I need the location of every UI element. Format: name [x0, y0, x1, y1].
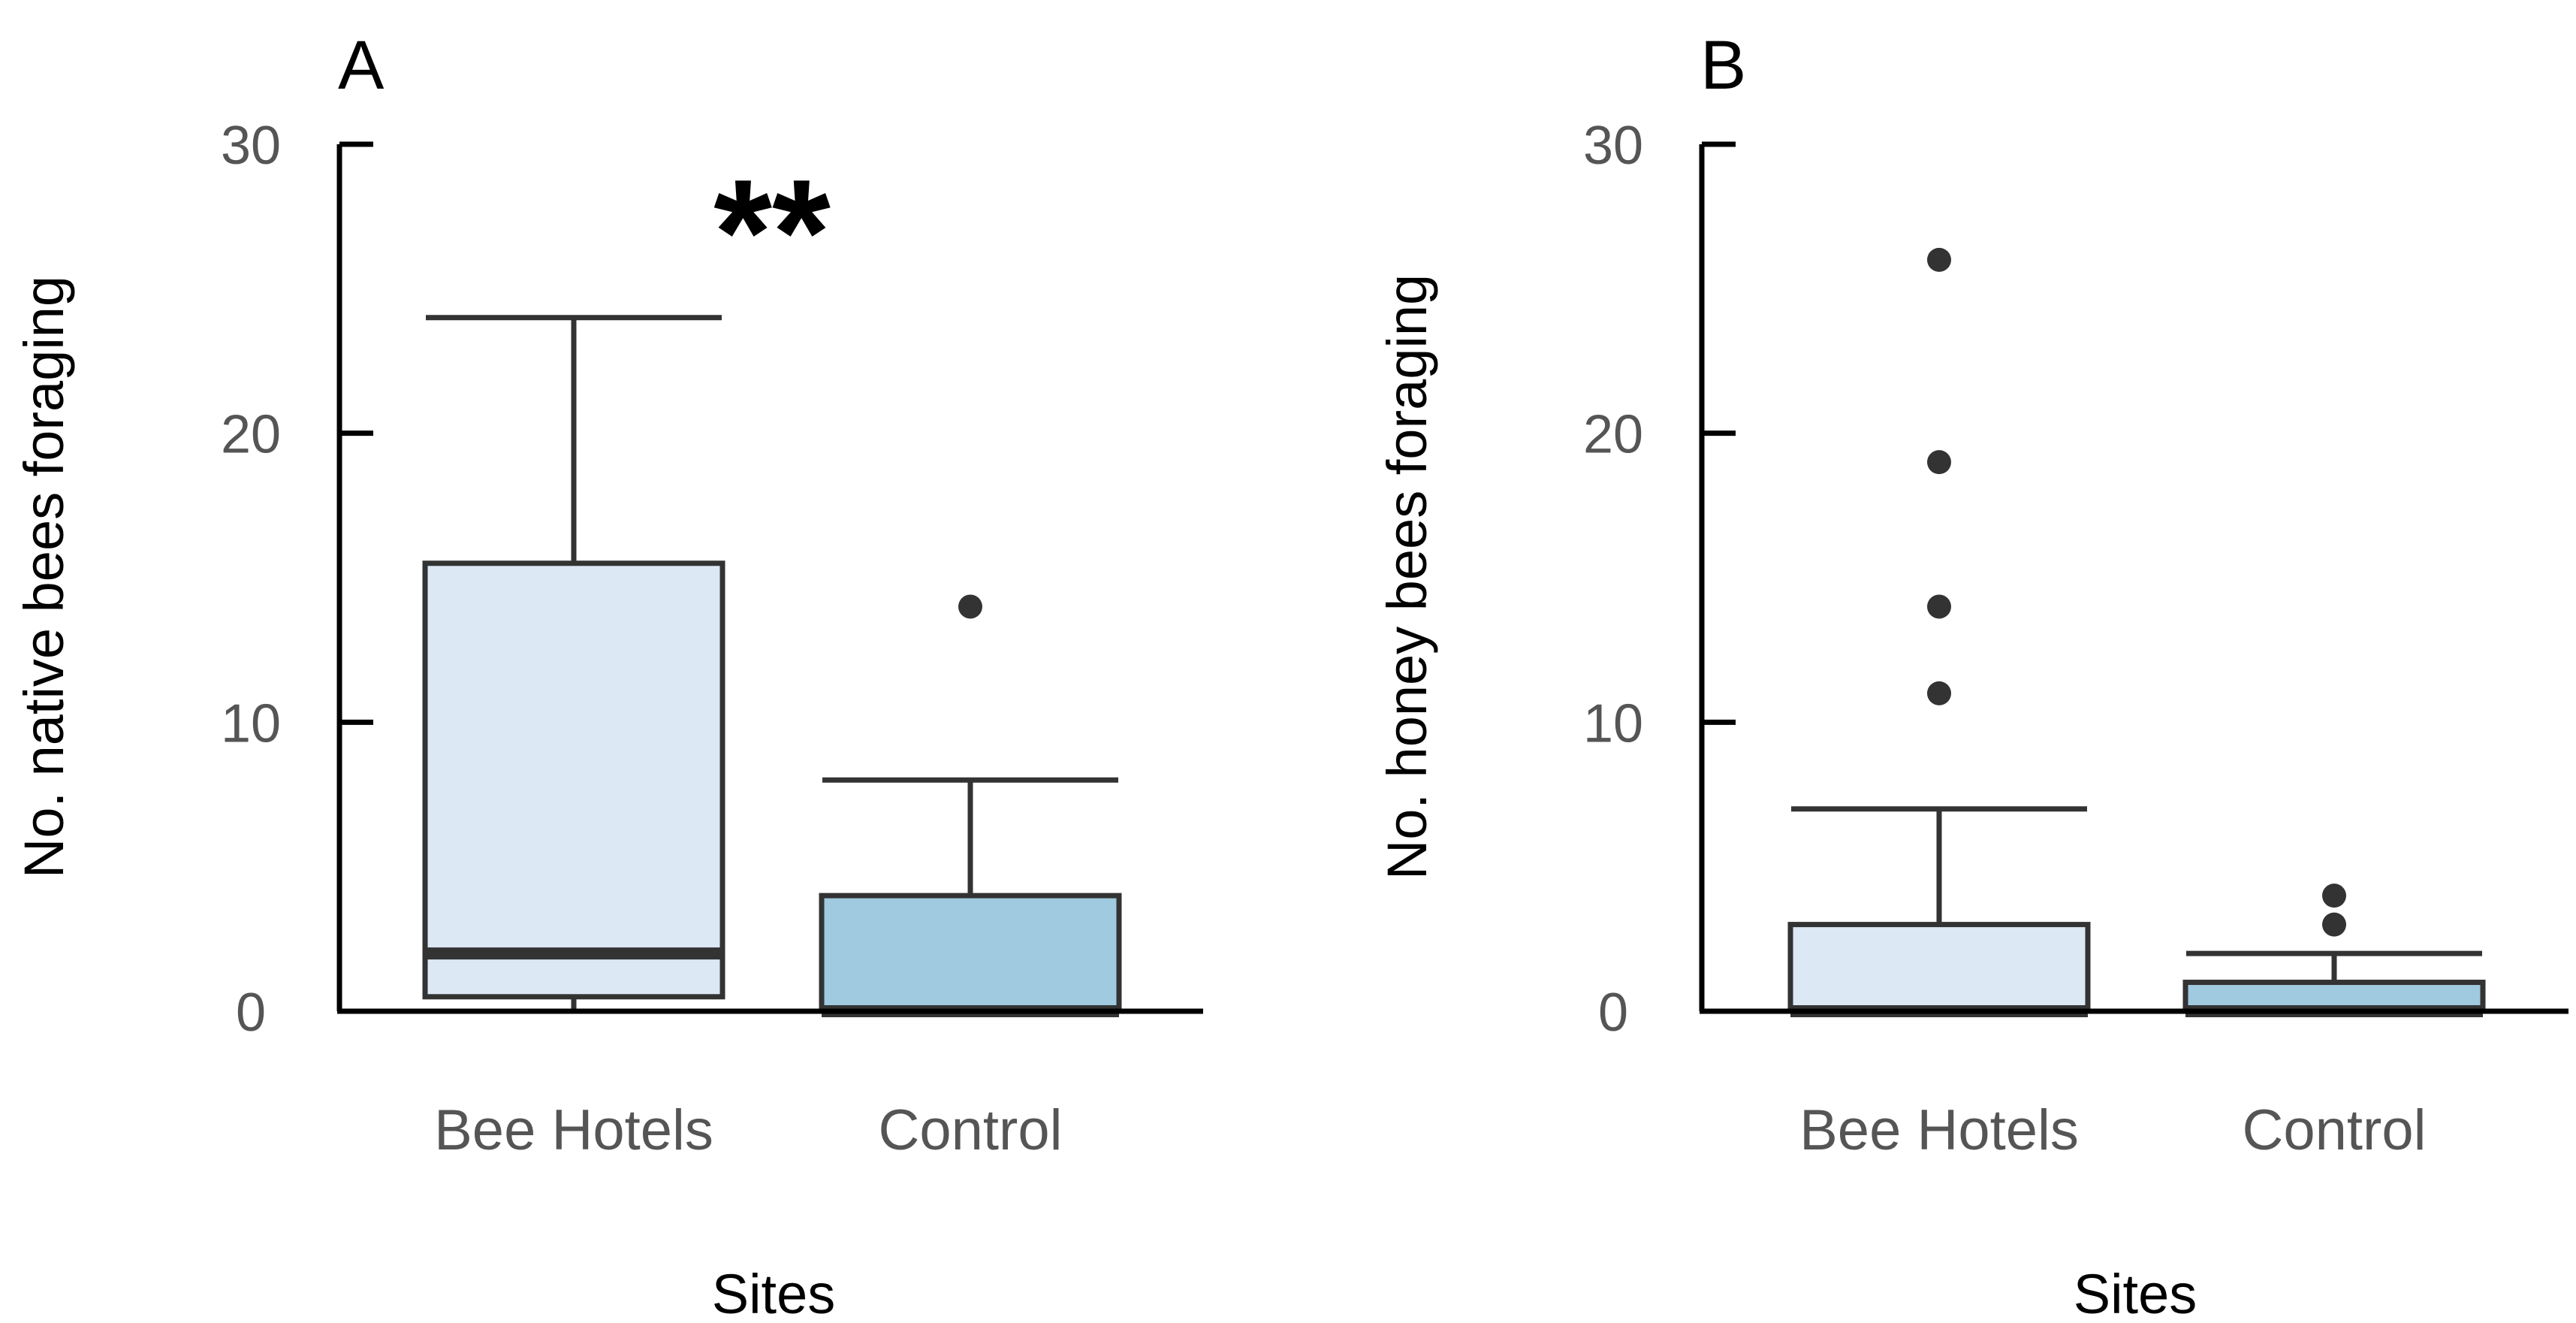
significance-annotation: **	[713, 149, 831, 316]
y-tick-label: 10	[221, 693, 281, 754]
box-iqr	[1787, 922, 2091, 1014]
box-control	[819, 594, 1122, 1017]
category-label: Bee Hotels	[434, 1098, 713, 1162]
outlier-point	[1927, 247, 1951, 272]
panel-a: Bee Hotels Control 0 10 20 30 No. native bees …	[13, 27, 1203, 1323]
outlier-point	[2322, 884, 2346, 908]
x-axis-title: Sites	[712, 1263, 836, 1323]
outlier-point	[1927, 681, 1951, 705]
outlier-point	[958, 594, 982, 619]
category-label: Control	[2243, 1098, 2427, 1162]
box-control	[2182, 884, 2486, 1017]
y-axis-title: No. native bees foraging	[13, 276, 75, 878]
category-label: Control	[879, 1098, 1063, 1162]
box-iqr	[819, 893, 1122, 1014]
outlier-point	[1927, 594, 1951, 619]
panel-letter: A	[338, 27, 385, 104]
outlier-point	[2322, 912, 2346, 937]
category-label: Bee Hotels	[1799, 1098, 2079, 1162]
panel-letter: B	[1700, 27, 1746, 104]
y-tick-label: 20	[221, 405, 281, 465]
outlier-point	[1927, 450, 1951, 475]
y-tick-label: 20	[1583, 405, 1643, 465]
box-bee-hotels	[1787, 247, 2091, 1017]
y-tick-label: 0	[236, 983, 266, 1043]
panel-b: Bee Hotels Control 0 10 20 30 No. honey bees f…	[1376, 27, 2568, 1323]
y-tick-label: 30	[221, 116, 281, 176]
y-tick-label: 30	[1583, 116, 1643, 176]
x-axis-title: Sites	[2074, 1263, 2197, 1323]
y-axis-title: No. honey bees foraging	[1376, 274, 1438, 880]
box-iqr	[422, 560, 725, 1000]
y-tick-label: 0	[1598, 983, 1628, 1043]
box-bee-hotels	[422, 315, 725, 1011]
y-tick-label: 10	[1583, 693, 1643, 754]
